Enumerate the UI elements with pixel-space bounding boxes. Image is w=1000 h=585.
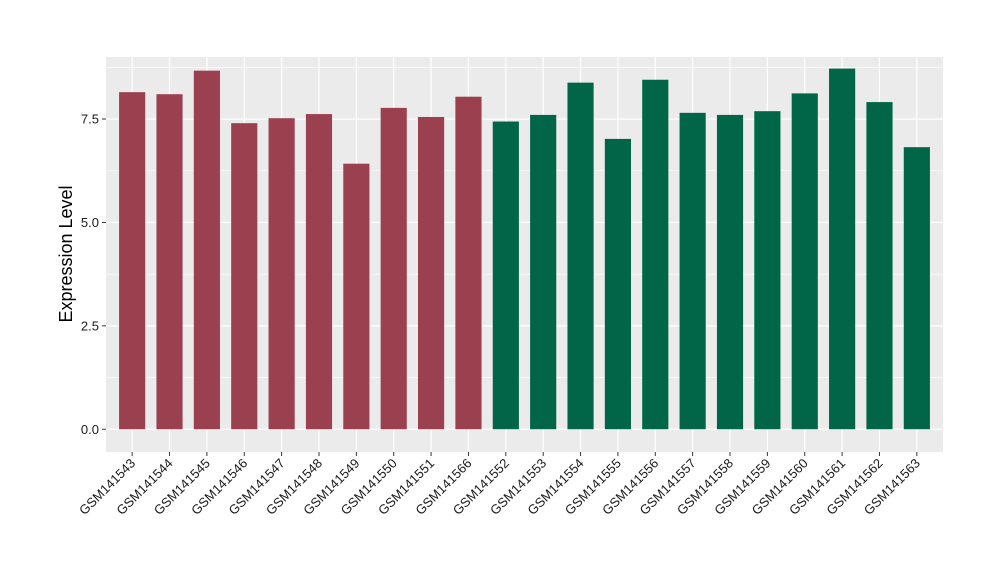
bar-GSM141560 bbox=[791, 93, 818, 430]
bar-GSM141556 bbox=[642, 79, 669, 430]
bar-GSM141543 bbox=[119, 92, 146, 430]
bar-GSM141557 bbox=[679, 112, 706, 430]
bar-GSM141553 bbox=[530, 114, 557, 430]
bar-GSM141551 bbox=[418, 116, 445, 430]
bar-GSM141547 bbox=[268, 118, 295, 430]
y-tick-label: 7.5 bbox=[81, 112, 99, 127]
bar-GSM141555 bbox=[604, 138, 631, 430]
bar-GSM141544 bbox=[156, 94, 183, 430]
bar-GSM141545 bbox=[193, 70, 220, 430]
bar-GSM141561 bbox=[829, 68, 856, 430]
x-axis: GSM141543GSM141544GSM141545GSM141546GSM1… bbox=[76, 452, 923, 518]
bar-GSM141549 bbox=[343, 163, 370, 430]
bar-GSM141559 bbox=[754, 111, 781, 430]
bar-GSM141548 bbox=[305, 114, 333, 430]
bar-GSM141558 bbox=[716, 114, 744, 430]
y-tick-label: 5.0 bbox=[81, 215, 99, 230]
y-tick-label: 0.0 bbox=[81, 422, 99, 437]
bar-GSM141563 bbox=[903, 147, 930, 430]
bar-GSM141554 bbox=[567, 82, 594, 430]
y-axis-title: Expression Level bbox=[56, 185, 76, 322]
y-tick-label: 2.5 bbox=[81, 318, 99, 333]
bar-GSM141562 bbox=[866, 102, 893, 430]
bar-GSM141552 bbox=[492, 121, 519, 430]
bar-GSM141546 bbox=[231, 123, 258, 430]
bar-GSM141550 bbox=[380, 107, 407, 430]
bar-series bbox=[119, 68, 930, 430]
y-axis: 0.0 2.5 5.0 7.5 bbox=[81, 112, 106, 437]
bar-GSM141566 bbox=[455, 96, 482, 430]
